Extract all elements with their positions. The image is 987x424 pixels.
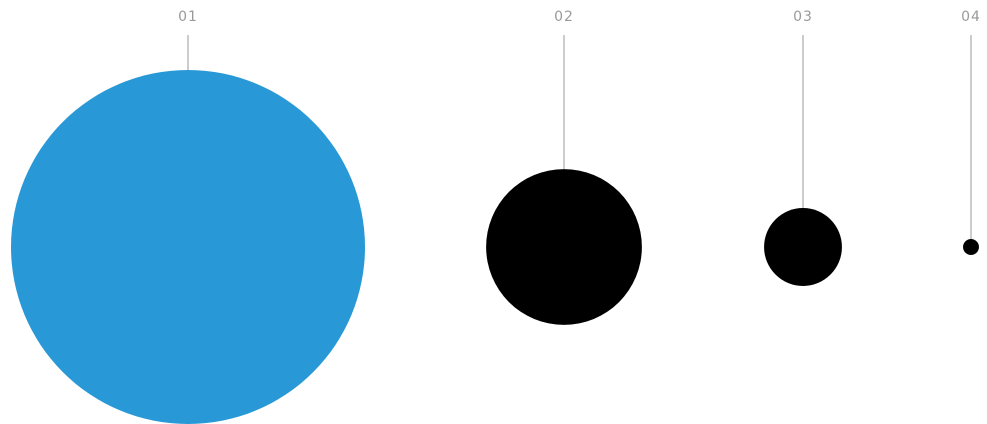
item-label-04: 04 bbox=[961, 9, 981, 25]
item-label-01: 01 bbox=[178, 9, 198, 25]
circle-04 bbox=[963, 239, 979, 255]
item-label-02: 02 bbox=[554, 9, 574, 25]
item-label-03: 03 bbox=[793, 9, 813, 25]
circle-01 bbox=[11, 70, 365, 424]
circle-03 bbox=[764, 208, 842, 286]
circle-02 bbox=[486, 169, 642, 325]
